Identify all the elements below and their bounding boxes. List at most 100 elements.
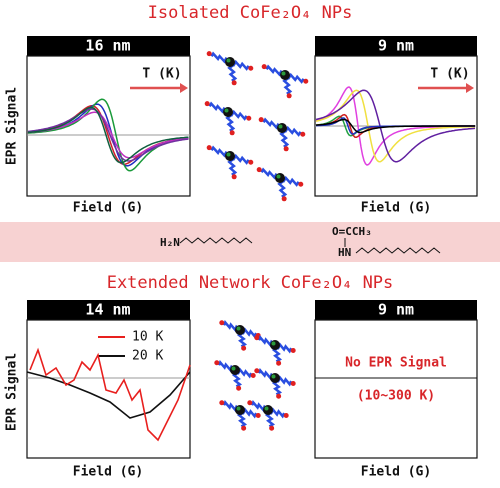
ligand <box>210 51 231 64</box>
end-group <box>258 117 264 123</box>
nanoparticle-shell <box>236 406 241 411</box>
nanoparticle <box>230 365 240 375</box>
nanoparticle-shell <box>271 341 276 346</box>
ligand <box>262 117 283 130</box>
header-bar <box>27 36 190 56</box>
nanoparticle-shell <box>281 71 286 76</box>
acetamide-label: O=CCH₃ <box>332 225 372 238</box>
nanoparticle <box>275 173 285 183</box>
nanoparticle-shell <box>224 108 229 113</box>
end-group <box>248 159 254 165</box>
end-group <box>283 412 289 418</box>
curve <box>315 118 475 134</box>
end-group <box>269 425 275 431</box>
end-group <box>229 130 235 136</box>
y-label: EPR Signal <box>5 87 20 165</box>
message: No EPR Signal <box>345 356 447 371</box>
nanoparticle <box>235 405 245 415</box>
nanoparticle <box>225 57 235 67</box>
panel-box <box>26 55 191 197</box>
nanoparticle-shell <box>236 326 241 331</box>
end-group <box>248 65 254 71</box>
nanoparticle <box>270 373 280 383</box>
end-group <box>300 131 306 137</box>
acetamide-nh: HN <box>338 246 351 259</box>
end-group <box>214 360 220 366</box>
header-bar <box>315 300 477 320</box>
end-group <box>276 393 282 399</box>
end-group <box>236 385 242 391</box>
ligand-band <box>0 222 500 262</box>
curve <box>26 371 191 419</box>
nanoparticle-shell <box>271 374 276 379</box>
panel-header: 9 nm <box>378 37 414 55</box>
nanoparticle <box>235 325 245 335</box>
panel-header: 16 nm <box>85 37 130 55</box>
arrow-head <box>180 83 188 93</box>
end-group <box>204 101 210 107</box>
end-group <box>247 400 253 406</box>
ligand <box>208 101 229 114</box>
header-bar <box>27 300 190 320</box>
curve <box>315 89 476 163</box>
nanoparticle <box>225 151 235 161</box>
end-group <box>276 360 282 366</box>
end-group <box>231 174 237 180</box>
end-group <box>283 146 289 152</box>
curve <box>29 347 191 442</box>
header-bar <box>315 36 477 56</box>
end-group <box>231 80 237 86</box>
chain <box>179 237 253 244</box>
end-group <box>255 412 261 418</box>
arrow-label: T (K) <box>142 67 181 82</box>
x-label: Field (G) <box>361 201 431 216</box>
legend-label: 20 K <box>132 349 163 364</box>
panel-header: 9 nm <box>378 301 414 319</box>
curve <box>27 108 189 162</box>
end-group <box>286 93 292 99</box>
nanoparticle <box>263 405 273 415</box>
end-group <box>281 196 287 202</box>
arrow-label: T (K) <box>430 67 469 82</box>
x-label: Field (G) <box>361 465 431 480</box>
nanoparticle <box>280 70 290 80</box>
end-group <box>254 368 260 374</box>
ligand <box>265 64 286 77</box>
amine-label: H₂N <box>160 236 180 249</box>
ligand <box>210 145 231 158</box>
x-label: Field (G) <box>73 465 143 480</box>
bottom-title: Extended Network CoFe₂O₄ NPs <box>107 273 394 293</box>
nanoparticle <box>270 340 280 350</box>
end-group <box>246 115 252 121</box>
end-group <box>256 167 262 173</box>
curve <box>27 111 189 159</box>
top-title: Isolated CoFe₂O₄ NPs <box>148 3 353 23</box>
end-group <box>298 181 304 187</box>
panel-box <box>314 319 478 459</box>
nanoparticle-shell <box>226 152 231 157</box>
end-group <box>290 347 296 353</box>
nanoparticle-shell <box>226 58 231 63</box>
legend-label: 10 K <box>132 330 163 345</box>
end-group <box>261 64 267 70</box>
nanoparticle <box>277 123 287 133</box>
y-label: EPR Signal <box>5 353 20 431</box>
nanoparticle-shell <box>278 124 283 129</box>
x-label: Field (G) <box>73 201 143 216</box>
end-group <box>219 400 225 406</box>
nanoparticle-shell <box>231 366 236 371</box>
ligand <box>260 167 281 180</box>
end-group <box>250 372 256 378</box>
panel-header: 14 nm <box>85 301 130 319</box>
curve <box>315 89 475 163</box>
end-group <box>206 145 212 151</box>
nanoparticle-shell <box>276 174 281 179</box>
nanoparticle-shell <box>264 406 269 411</box>
end-group <box>290 380 296 386</box>
end-group <box>241 345 247 351</box>
message-range: (10~300 K) <box>357 389 435 404</box>
end-group <box>241 425 247 431</box>
chain <box>355 247 441 254</box>
end-group <box>219 320 225 326</box>
